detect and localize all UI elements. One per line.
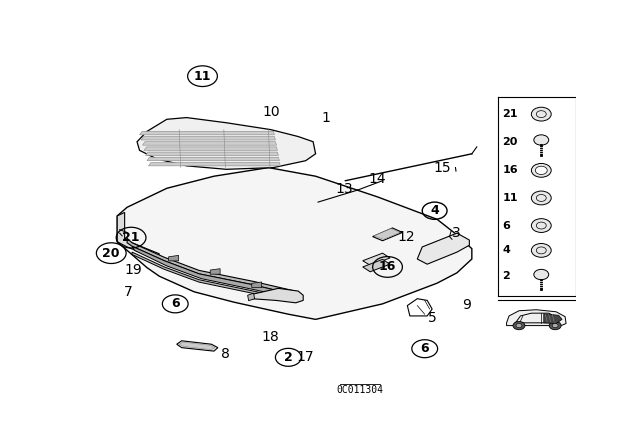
Polygon shape [141, 137, 275, 140]
Polygon shape [252, 282, 262, 288]
Text: 10: 10 [262, 105, 280, 119]
Polygon shape [507, 310, 566, 326]
Text: 18: 18 [261, 330, 279, 344]
Circle shape [531, 107, 551, 121]
Text: 11: 11 [194, 70, 211, 83]
Text: 6: 6 [420, 342, 429, 355]
Polygon shape [251, 289, 303, 303]
Polygon shape [374, 228, 400, 239]
Text: 0C011304: 0C011304 [337, 385, 384, 395]
Circle shape [531, 191, 551, 205]
Text: 21: 21 [122, 231, 140, 244]
Text: 20: 20 [502, 137, 518, 147]
Text: 4: 4 [430, 204, 439, 217]
Polygon shape [117, 212, 159, 259]
Circle shape [549, 322, 561, 330]
Circle shape [531, 219, 551, 233]
Polygon shape [363, 259, 390, 272]
Polygon shape [127, 238, 298, 294]
Polygon shape [417, 233, 469, 264]
Circle shape [534, 269, 548, 280]
Polygon shape [544, 314, 562, 323]
Text: 5: 5 [428, 310, 436, 325]
Text: 16: 16 [502, 165, 518, 175]
Text: 4: 4 [502, 246, 511, 255]
Text: 9: 9 [463, 298, 471, 312]
Polygon shape [248, 293, 255, 301]
Circle shape [552, 323, 558, 327]
Text: 6: 6 [171, 297, 180, 310]
Circle shape [534, 135, 548, 145]
Text: 15: 15 [433, 160, 451, 175]
Text: 16: 16 [379, 260, 396, 273]
Polygon shape [515, 313, 557, 323]
Text: 21: 21 [502, 109, 518, 119]
Text: 14: 14 [369, 172, 387, 186]
Text: 20: 20 [102, 247, 120, 260]
Polygon shape [372, 228, 403, 241]
Text: 11: 11 [502, 193, 518, 203]
Text: 6: 6 [502, 220, 511, 231]
Text: 3: 3 [452, 226, 460, 240]
Text: 13: 13 [335, 182, 353, 196]
Polygon shape [210, 269, 220, 274]
Circle shape [516, 323, 522, 327]
Text: 12: 12 [397, 229, 415, 244]
Circle shape [531, 164, 551, 177]
Polygon shape [143, 142, 276, 145]
Polygon shape [363, 253, 390, 265]
Polygon shape [179, 342, 215, 350]
Polygon shape [117, 168, 472, 319]
Polygon shape [177, 341, 218, 351]
Text: 8: 8 [221, 347, 230, 361]
Polygon shape [132, 252, 297, 302]
Polygon shape [169, 255, 179, 261]
Text: 19: 19 [124, 263, 142, 277]
Text: 2: 2 [284, 351, 292, 364]
Circle shape [513, 322, 525, 330]
Circle shape [535, 166, 547, 175]
Polygon shape [132, 246, 298, 299]
Polygon shape [148, 163, 280, 166]
Polygon shape [147, 157, 280, 161]
Text: 2: 2 [502, 271, 510, 281]
Polygon shape [144, 147, 277, 151]
Polygon shape [145, 152, 278, 155]
Text: 7: 7 [124, 285, 133, 299]
Text: 1: 1 [321, 111, 330, 125]
Polygon shape [140, 131, 275, 135]
Text: 17: 17 [297, 350, 314, 364]
Circle shape [531, 244, 551, 257]
Polygon shape [137, 117, 316, 169]
